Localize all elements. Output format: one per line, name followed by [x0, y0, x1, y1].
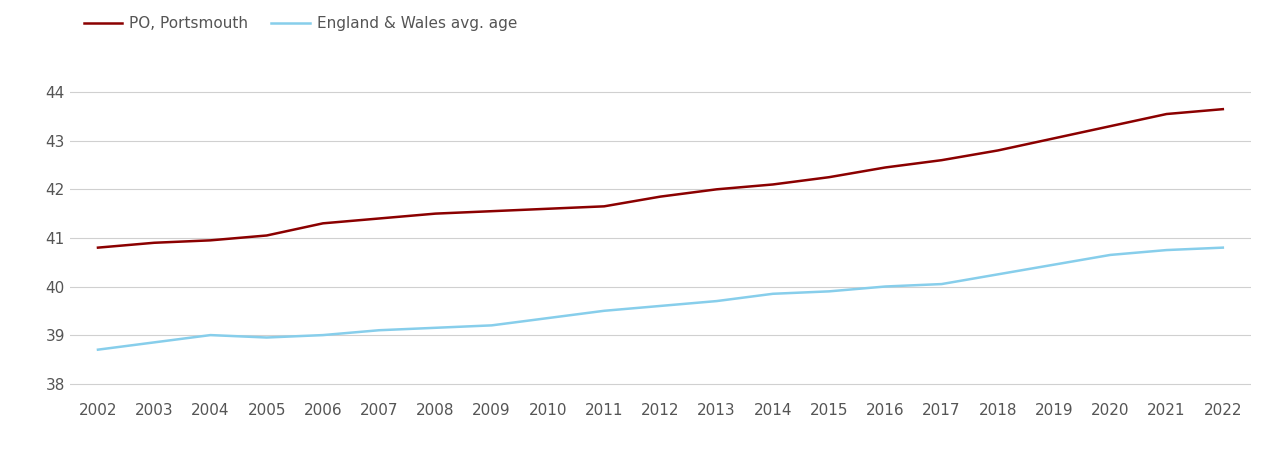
England & Wales avg. age [203, 333, 218, 338]
PO, Portsmouth [878, 165, 893, 170]
PO, Portsmouth [428, 211, 443, 216]
PO, Portsmouth [933, 158, 949, 163]
England & Wales avg. age [1160, 248, 1175, 253]
PO, Portsmouth [540, 206, 555, 211]
PO, Portsmouth [597, 204, 612, 209]
PO, Portsmouth [709, 187, 724, 192]
PO, Portsmouth [991, 148, 1006, 153]
PO, Portsmouth [1215, 107, 1231, 112]
PO, Portsmouth [146, 240, 161, 245]
England & Wales avg. age [90, 347, 105, 352]
Legend: PO, Portsmouth, England & Wales avg. age: PO, Portsmouth, England & Wales avg. age [77, 10, 523, 37]
PO, Portsmouth [766, 182, 781, 187]
England & Wales avg. age [315, 333, 330, 338]
England & Wales avg. age [653, 303, 668, 309]
England & Wales avg. age [597, 308, 612, 314]
PO, Portsmouth [822, 175, 837, 180]
PO, Portsmouth [1046, 135, 1062, 141]
England & Wales avg. age [1046, 262, 1062, 267]
England & Wales avg. age [146, 340, 161, 345]
PO, Portsmouth [1102, 123, 1118, 129]
PO, Portsmouth [653, 194, 668, 199]
England & Wales avg. age [878, 284, 893, 289]
England & Wales avg. age [428, 325, 443, 330]
England & Wales avg. age [259, 335, 274, 340]
PO, Portsmouth [203, 238, 218, 243]
England & Wales avg. age [991, 272, 1006, 277]
England & Wales avg. age [540, 315, 555, 321]
PO, Portsmouth [484, 208, 499, 214]
PO, Portsmouth [1160, 111, 1175, 117]
PO, Portsmouth [90, 245, 105, 250]
PO, Portsmouth [372, 216, 387, 221]
Line: England & Wales avg. age: England & Wales avg. age [98, 248, 1223, 350]
England & Wales avg. age [709, 298, 724, 304]
Line: PO, Portsmouth: PO, Portsmouth [98, 109, 1223, 248]
England & Wales avg. age [1215, 245, 1231, 250]
England & Wales avg. age [1102, 252, 1118, 257]
England & Wales avg. age [822, 288, 837, 294]
England & Wales avg. age [484, 323, 499, 328]
PO, Portsmouth [259, 233, 274, 238]
England & Wales avg. age [372, 328, 387, 333]
PO, Portsmouth [315, 220, 330, 226]
England & Wales avg. age [933, 281, 949, 287]
England & Wales avg. age [766, 291, 781, 297]
